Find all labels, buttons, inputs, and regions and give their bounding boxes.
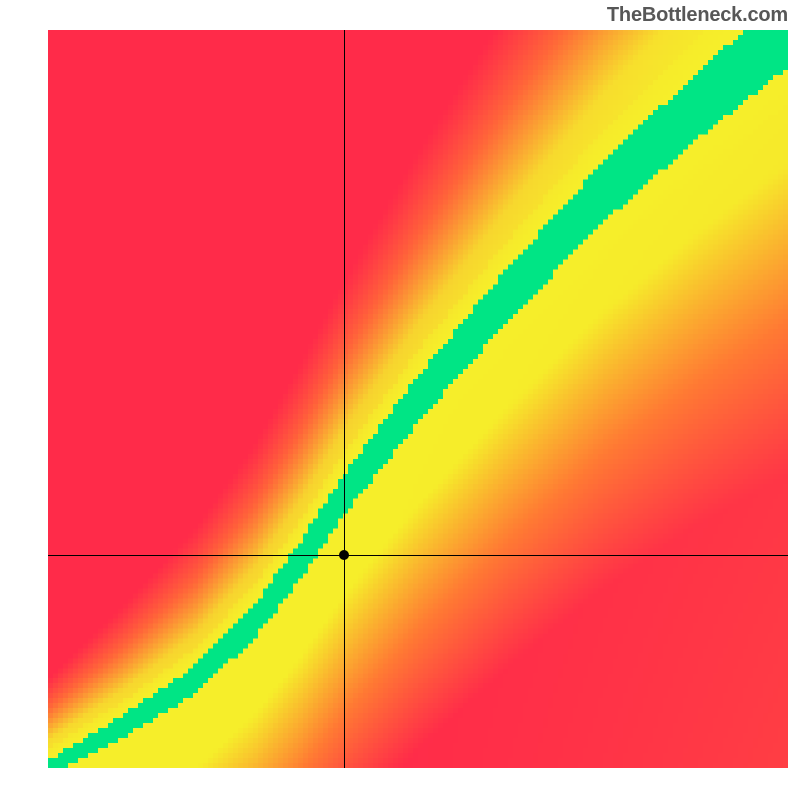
watermark: TheBottleneck.com [607,4,788,27]
plot-area [48,30,788,768]
crosshair-vertical [344,30,345,768]
marker-point [339,550,349,560]
bottleneck-heatmap: TheBottleneck.com [0,0,800,800]
heatmap-canvas [48,30,788,768]
crosshair-horizontal [48,555,788,556]
